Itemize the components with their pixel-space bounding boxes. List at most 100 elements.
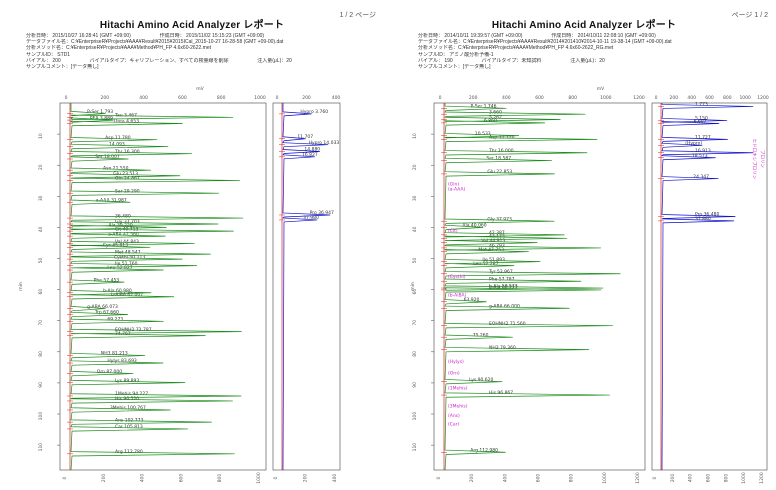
ch2-peak-label: 24.347 <box>693 174 709 180</box>
peak-label: 5.262 <box>489 115 502 121</box>
y-tick-label: 110 <box>412 443 418 452</box>
peak-label: Arg 112.980 <box>470 447 498 453</box>
peak-label: a-ABA 42.560 <box>108 231 139 237</box>
channel2-frame <box>651 102 768 471</box>
x-tick-bottom: 200 <box>303 474 309 483</box>
peak-label: Met 47.753 <box>478 247 504 253</box>
ch2-side-label: プロリン <box>759 150 765 168</box>
y-tick-label: 30 <box>412 195 418 201</box>
x-tick-top: 0 <box>655 95 658 101</box>
peak-label: Trp 67.660 <box>94 310 119 316</box>
x-tick-top: 1000 <box>739 95 751 101</box>
peak-label: b-Ala 59.573 <box>489 283 518 289</box>
ch2-peak-label: Pro 36.480 <box>695 212 719 218</box>
x-tick-bottom: 600 <box>178 474 184 483</box>
y-tick-label: 90 <box>412 382 418 388</box>
x-tick-bottom: 1000 <box>602 472 608 484</box>
x-tick-top: 600 <box>535 95 544 101</box>
y-tick-label: 20 <box>38 164 44 170</box>
peak-label: 74.767 <box>115 331 131 337</box>
y-tick-label: 60 <box>38 289 44 295</box>
missing-peak-label: (Car) <box>448 422 460 428</box>
missing-peak-label: (Gln) <box>448 181 459 187</box>
peak-label: NH3 79.360 <box>489 345 516 351</box>
peak-label: Lys 89.893 <box>115 378 139 384</box>
ch2-peak-label: 1.773 <box>695 102 708 108</box>
x-tick-bottom: 800 <box>217 474 223 483</box>
peak-label: 75.260 <box>473 332 489 338</box>
sample-id: サンプルID： アミノ酸分析予備-1 <box>418 51 494 58</box>
x-tick-bottom: 400 <box>688 474 694 483</box>
vial-type: バイアルタイプ：キャリブレーション、すべての検量線を削除 <box>89 57 229 64</box>
peak-label: b-AiBA 62.007 <box>111 292 143 298</box>
peak-label: 42.387 <box>489 230 505 236</box>
peak-label: 43.173 <box>489 233 505 239</box>
created-date: 2014/10/11 22:08:10 (GMT +09:00) <box>577 33 656 39</box>
x-tick-bottom: 200 <box>469 474 475 483</box>
page-number: ページ 1 / 2 <box>731 12 768 19</box>
x-tick-top: 200 <box>469 95 478 101</box>
peak-label: Cys 45.813 <box>103 243 128 249</box>
y-tick-label: 60 <box>412 289 418 295</box>
x-tick-bottom: 1200 <box>759 472 765 484</box>
y-tick-label: 50 <box>38 258 44 264</box>
peak-label: 63.920 <box>464 297 480 303</box>
analysis-date: 2015/10/27 16:28:41 (GMT +09:00) <box>52 33 131 39</box>
x-tick-bottom: 600 <box>706 474 712 483</box>
x-tick-bottom: 400 <box>332 474 338 483</box>
ch2-peak-label: 6.607 <box>694 119 707 125</box>
peak-label: Ser 18.007 <box>95 154 120 160</box>
ch2-peak-label: (Hypro) <box>685 140 702 146</box>
missing-peak-label: (Cysthi) <box>448 274 466 280</box>
peak-label: EOHNH2 71.560 <box>489 321 526 327</box>
x-tick-bottom: 0 <box>436 476 442 479</box>
missing-peak-label: (3Mehis) <box>448 403 468 409</box>
report-title: Hitachi Amino Acid Analyzer レポート <box>491 20 677 31</box>
x-tick-top: 1200 <box>757 95 769 101</box>
x-tick-bottom: 600 <box>536 474 542 483</box>
y-tick-label: 30 <box>38 195 44 201</box>
y-tick-label: 70 <box>412 320 418 326</box>
created-date-label: 作成日時： <box>159 33 185 39</box>
peak-label: P-Ser 1.793 <box>87 109 113 115</box>
peak-label: Asn 21.550 <box>103 165 129 171</box>
x-tick-top: 0 <box>65 95 68 101</box>
sample-id: サンプルID： STD1 <box>26 51 71 58</box>
page-number: 1 / 2 ページ <box>339 12 376 19</box>
peak-label: EOHNH2 72.787 <box>115 327 152 333</box>
y-tick-label: 40 <box>38 226 44 232</box>
x-tick-bottom: 0 <box>62 476 68 479</box>
x-tick-bottom: 200 <box>101 474 107 483</box>
peak-label: g-ABA 66.000 <box>489 303 520 309</box>
x-tick-top: 1000 <box>254 95 266 101</box>
y-tick-label: 10 <box>412 133 418 139</box>
report-metadata: 分析日時： 2015/10/27 16:28:41 (GMT +09:00) 作… <box>26 33 374 70</box>
missing-peak-label: (a-AAA) <box>448 187 466 193</box>
peak-label: b-Ala 60.127 <box>489 285 518 291</box>
x-tick-top: 400 <box>502 95 511 101</box>
y-tick-label: 70 <box>38 320 44 326</box>
ch2-side-label: ヒドロキシプロリン <box>751 139 757 180</box>
peak-label: Phe 57.453 <box>94 277 120 283</box>
vial-number: 200 <box>52 57 61 64</box>
x-tick-top: 200 <box>670 95 679 101</box>
x-tick-top: 1000 <box>600 95 612 101</box>
peak-label: Ile 51.760 <box>115 261 138 267</box>
method-file-name: 分析メソッド名：C:¥EnterpriseR¥Projects¥AAA¥Meth… <box>26 45 211 52</box>
ch2-peak-label: Hypro 3.760 <box>300 109 328 115</box>
peak-label: Leu 52.827 <box>107 265 132 271</box>
ch2-peak-label: Hypro 14.033 <box>309 140 340 146</box>
x-tick-bottom: 1000 <box>741 472 747 484</box>
peak-label: Arg 112.780 <box>115 449 143 455</box>
min-axis-label: min <box>18 282 24 291</box>
ch2-peak-label: Pro 36.947 <box>310 210 334 216</box>
channel2-trace <box>661 103 754 471</box>
x-tick-bottom: 1000 <box>256 472 262 484</box>
x-tick-top: 600 <box>178 95 187 101</box>
channel2-trace <box>282 103 331 471</box>
peak-label: 69.273 <box>107 317 123 323</box>
chromatogram-right: mVmin00200200400400600600800800100010001… <box>410 86 769 484</box>
peak-label: NH3 81.213 <box>101 351 128 357</box>
peak-label: a-AAA 31.987 <box>96 197 127 203</box>
y-tick-label: 100 <box>412 412 418 421</box>
